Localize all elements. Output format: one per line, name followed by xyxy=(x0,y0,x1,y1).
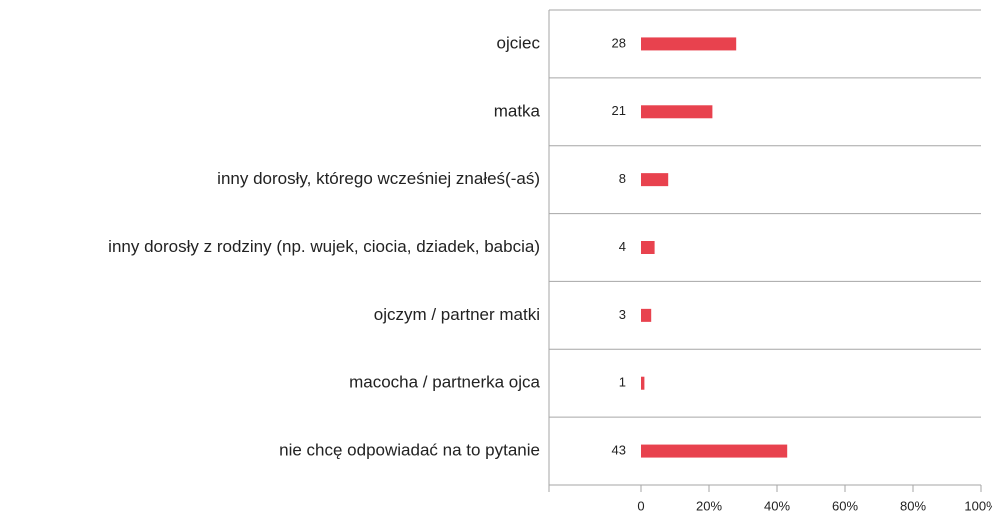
bar xyxy=(641,376,645,390)
bar xyxy=(641,444,788,458)
category-label: macocha / partnerka ojca xyxy=(349,373,540,392)
x-tick-label: 0 xyxy=(637,498,644,513)
bar xyxy=(641,173,669,187)
bar xyxy=(641,37,737,51)
x-tick-label: 20% xyxy=(696,498,722,513)
bar xyxy=(641,241,655,254)
bar xyxy=(641,308,652,322)
category-label: ojciec xyxy=(497,33,541,52)
x-tick-label: 100% xyxy=(964,498,992,513)
category-label: nie chcę odpowiadać na to pytanie xyxy=(279,441,540,460)
data-label: 4 xyxy=(619,239,626,254)
data-label: 21 xyxy=(612,103,626,118)
bar xyxy=(641,105,713,119)
category-label: inny dorosły z rodziny (np. wujek, cioci… xyxy=(108,237,540,256)
category-label: matka xyxy=(494,101,541,120)
data-label: 28 xyxy=(612,35,626,50)
x-tick-label: 80% xyxy=(900,498,926,513)
category-label: inny dorosły, którego wcześniej znałeś(-… xyxy=(217,169,540,188)
data-label: 1 xyxy=(619,375,626,390)
category-label: ojczym / partner matki xyxy=(374,305,540,324)
data-label: 43 xyxy=(612,443,626,458)
data-label: 8 xyxy=(619,171,626,186)
data-label: 3 xyxy=(619,307,626,322)
x-tick-label: 60% xyxy=(832,498,858,513)
x-tick-label: 40% xyxy=(764,498,790,513)
